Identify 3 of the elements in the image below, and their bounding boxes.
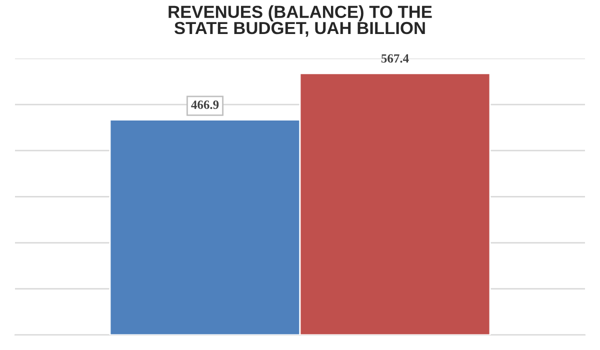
data-label: 466.9 — [191, 100, 219, 110]
chart-title: REVENUES (BALANCE) TO THE STATE BUDGET, UAH BILLION — [168, 5, 432, 37]
data-label: 567.4 — [381, 54, 409, 63]
